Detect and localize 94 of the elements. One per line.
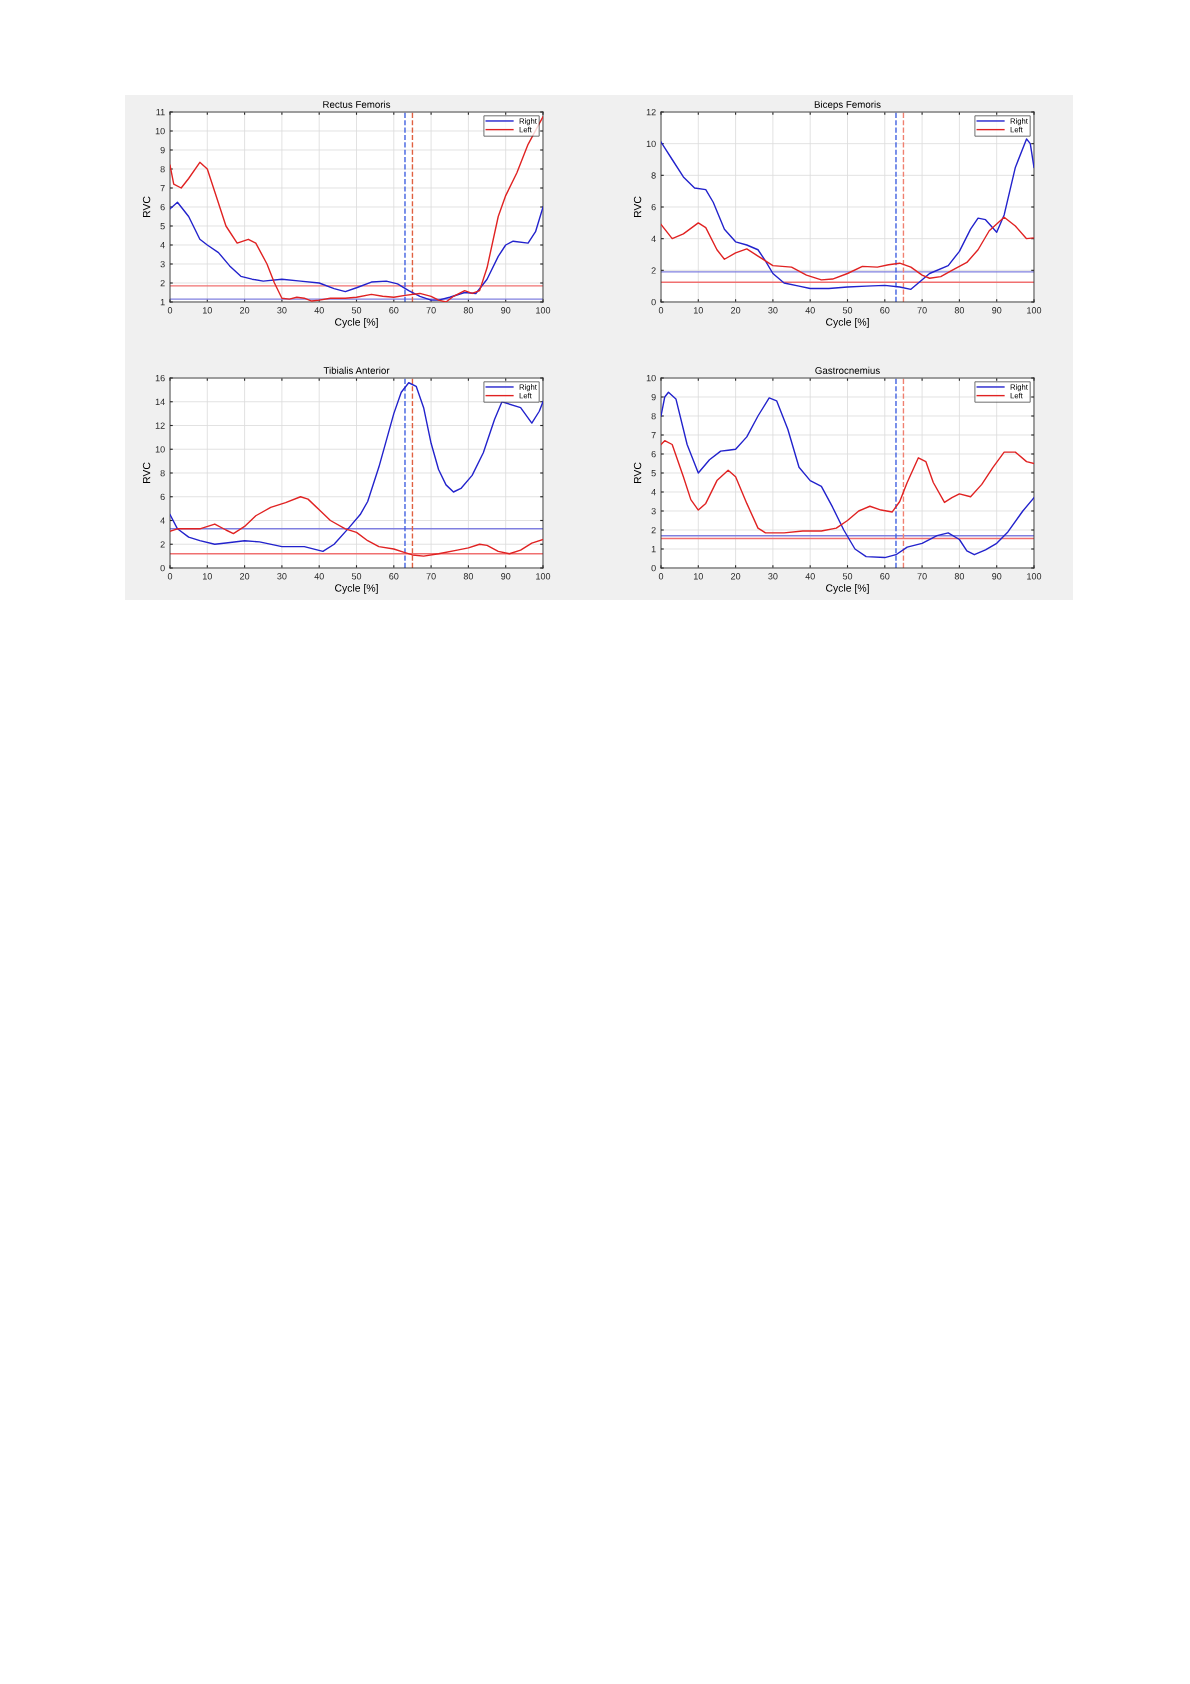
x-tick-label: 50 [351,307,362,314]
chart-title: Biceps Femoris [814,100,881,110]
chart-title: Rectus Femoris [323,100,391,108]
y-axis-title: RVC [633,196,642,218]
y-tick-label: 6 [651,203,656,211]
x-tick-label: 40 [314,573,324,580]
y-tick-label: 5 [651,470,656,477]
x-tick-label: 30 [768,573,778,580]
x-tick-label: 10 [202,573,212,580]
y-tick-label: 2 [651,526,656,534]
y-tick-label: 10 [155,127,165,135]
y-tick-label: 10 [155,446,165,453]
x-tick-label: 100 [536,307,551,314]
y-tick-label: 8 [160,469,165,477]
x-tick-label: 30 [768,307,778,314]
x-tick-label: 60 [880,307,890,314]
x-tick-label: 40 [805,573,815,580]
x-tick-label: 60 [389,307,399,314]
x-tick-label: 90 [501,573,511,580]
x-tick-label: 50 [842,307,853,314]
y-tick-label: 8 [651,412,656,420]
x-tick-label: 80 [954,573,965,580]
x-tick-label: 80 [463,573,474,580]
x-tick-label: 0 [167,307,173,314]
x-tick-label: 100 [536,573,551,580]
y-tick-label: 2 [160,541,165,548]
y-tick-label: 10 [646,374,656,382]
x-tick-label: 0 [167,573,173,580]
y-tick-label: 4 [651,489,656,496]
x-tick-label: 50 [351,573,362,580]
x-tick-label: 70 [917,573,927,580]
chart-title: Gastrocnemius [815,366,880,374]
y-axis-title: RVC [142,462,151,484]
y-tick-label: 3 [651,507,656,515]
chart-title: Tibialis Anterior [323,366,390,374]
y-tick-label: 2 [651,267,656,274]
x-tick-label: 40 [805,307,815,314]
x-tick-label: 10 [202,307,212,314]
y-tick-label: 9 [651,393,656,401]
y-tick-label: 6 [160,493,165,501]
x-tick-label: 100 [1027,307,1042,314]
x-tick-label: 30 [277,307,287,314]
y-tick-label: 5 [160,223,165,230]
x-tick-label: 70 [917,307,927,314]
y-tick-label: 2 [160,279,165,287]
x-tick-label: 20 [240,307,250,314]
x-tick-label: 20 [240,573,250,580]
y-axis-title: RVC [633,462,642,484]
y-tick-label: 1 [160,299,165,306]
y-tick-label: 0 [160,564,165,572]
x-tick-label: 70 [426,307,436,314]
y-tick-label: 6 [651,450,656,458]
x-tick-label: 10 [693,573,703,580]
y-tick-label: 11 [156,109,165,116]
y-tick-label: 4 [160,517,165,524]
y-axis-title: RVC [142,196,151,218]
x-tick-label: 0 [658,573,664,580]
x-tick-label: 0 [658,307,664,314]
x-tick-label: 80 [954,307,965,314]
x-tick-label: 50 [842,573,853,580]
x-axis-title: Cycle [%] [826,318,869,328]
x-tick-label: 40 [314,307,324,314]
x-tick-label: 100 [1027,573,1042,580]
y-tick-label: 12 [155,422,165,429]
y-tick-label: 8 [160,165,165,173]
y-tick-label: 9 [160,146,165,154]
x-tick-label: 90 [501,307,511,314]
x-tick-label: 30 [277,573,287,580]
y-tick-label: 8 [651,172,656,179]
y-tick-label: 0 [651,298,656,306]
y-tick-label: 4 [160,242,165,249]
x-tick-label: 20 [731,573,741,580]
y-tick-label: 12 [646,108,656,116]
x-axis-title: Cycle [%] [826,584,869,594]
y-tick-label: 6 [160,203,165,211]
x-tick-label: 10 [693,307,703,314]
x-tick-label: 90 [992,307,1002,314]
x-tick-label: 60 [389,573,399,580]
y-tick-label: 1 [651,546,656,553]
x-tick-label: 70 [426,573,436,580]
y-tick-label: 10 [646,140,656,148]
x-tick-label: 90 [992,573,1002,580]
x-tick-label: 80 [463,307,474,314]
x-axis-title: Cycle [%] [335,584,378,594]
y-tick-label: 16 [155,374,165,382]
y-tick-label: 7 [160,185,165,192]
y-tick-label: 0 [651,564,656,572]
y-tick-label: 7 [651,432,656,439]
y-tick-label: 3 [160,260,165,268]
y-tick-label: 4 [651,235,656,242]
x-tick-label: 60 [880,573,890,580]
x-axis-title: Cycle [%] [335,318,378,328]
y-tick-label: 14 [155,398,165,406]
x-tick-label: 20 [731,307,741,314]
